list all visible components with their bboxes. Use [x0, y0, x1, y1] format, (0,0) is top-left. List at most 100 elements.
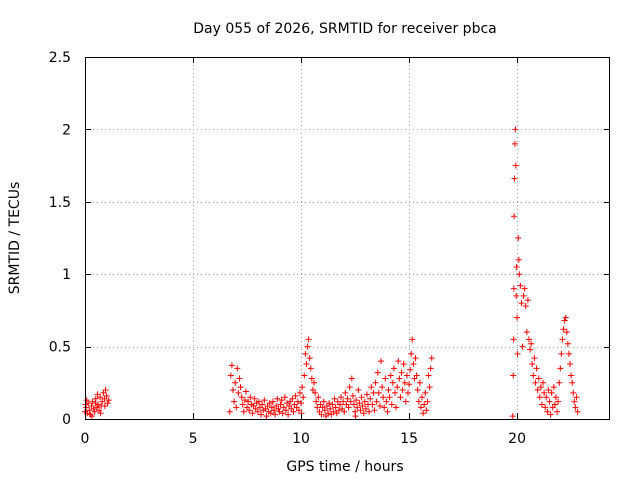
data-point — [97, 410, 104, 417]
data-point — [373, 398, 380, 405]
data-point — [568, 372, 575, 379]
data-point — [282, 407, 289, 414]
data-point — [525, 336, 532, 343]
data-point — [522, 303, 529, 310]
data-point — [274, 395, 281, 402]
data-point — [513, 292, 520, 299]
data-point — [529, 360, 536, 367]
data-point — [511, 140, 518, 147]
data-point — [534, 387, 541, 394]
y-tick-label: 1 — [62, 267, 71, 283]
data-point — [414, 387, 421, 394]
data-point — [259, 401, 266, 408]
data-point — [321, 407, 328, 414]
data-point — [399, 387, 406, 394]
data-point — [546, 398, 553, 405]
data-point — [307, 365, 314, 372]
data-point — [277, 401, 284, 408]
data-point — [279, 410, 286, 417]
data-point — [292, 392, 299, 399]
data-point — [91, 408, 98, 415]
data-point — [368, 384, 375, 391]
data-point — [350, 401, 357, 408]
data-point — [87, 411, 94, 418]
data-point — [360, 410, 367, 417]
data-point — [406, 381, 413, 388]
data-point — [338, 394, 345, 401]
data-point — [423, 407, 430, 414]
data-point — [312, 389, 319, 396]
data-point — [550, 384, 557, 391]
data-point — [104, 400, 111, 407]
data-point — [92, 400, 99, 407]
data-point — [267, 410, 274, 417]
data-point — [413, 372, 420, 379]
data-point — [573, 394, 580, 401]
data-point — [94, 391, 101, 398]
axis-ticks — [85, 57, 610, 420]
data-point — [271, 407, 278, 414]
data-point — [565, 350, 572, 357]
data-point — [559, 336, 566, 343]
data-point — [397, 394, 404, 401]
data-point — [346, 384, 353, 391]
data-point — [428, 355, 435, 362]
data-point — [377, 358, 384, 365]
data-point — [318, 411, 325, 418]
data-point — [374, 369, 381, 376]
data-point — [392, 389, 399, 396]
data-point — [554, 408, 561, 415]
data-point — [272, 411, 279, 418]
data-point — [528, 340, 535, 347]
data-point — [404, 389, 411, 396]
data-point — [304, 343, 311, 350]
data-point — [515, 235, 522, 241]
data-point — [563, 329, 570, 336]
plot-frame — [85, 57, 610, 420]
data-point — [330, 408, 337, 415]
data-point — [394, 384, 401, 391]
data-point — [511, 175, 518, 182]
y-tick-label: 2.5 — [49, 50, 71, 66]
data-point — [558, 350, 565, 357]
data-point — [331, 395, 338, 402]
data-point — [527, 346, 534, 353]
data-point — [513, 263, 520, 270]
data-point — [426, 384, 433, 391]
data-point — [424, 398, 431, 405]
data-point — [512, 162, 519, 169]
data-point — [412, 355, 419, 362]
data-point — [548, 389, 555, 396]
data-point — [425, 372, 432, 379]
data-point — [356, 400, 363, 407]
data-point — [536, 394, 543, 401]
chart-title: Day 055 of 2026, SRMTID for receiver pbc… — [193, 21, 496, 37]
data-point — [422, 389, 429, 396]
data-point — [574, 408, 581, 415]
data-point — [281, 394, 288, 401]
data-point — [359, 402, 366, 409]
data-point — [524, 297, 531, 304]
data-point — [298, 400, 305, 407]
data-point — [290, 408, 297, 415]
data-point — [376, 402, 383, 409]
data-point — [89, 398, 96, 405]
data-point — [348, 375, 355, 382]
data-point — [308, 375, 315, 382]
data-point — [551, 401, 558, 408]
data-point — [541, 389, 548, 396]
data-point — [263, 413, 270, 420]
data-point — [532, 379, 539, 386]
data-point — [520, 292, 527, 299]
data-point — [387, 372, 394, 379]
x-tick-label: 15 — [400, 431, 418, 447]
data-point — [352, 413, 359, 420]
data-point — [410, 360, 417, 367]
data-point — [340, 398, 347, 405]
data-point — [375, 389, 382, 396]
data-point — [269, 398, 276, 405]
data-point — [545, 387, 552, 394]
data-point — [358, 394, 365, 401]
data-point — [519, 343, 526, 350]
data-point — [255, 398, 262, 405]
